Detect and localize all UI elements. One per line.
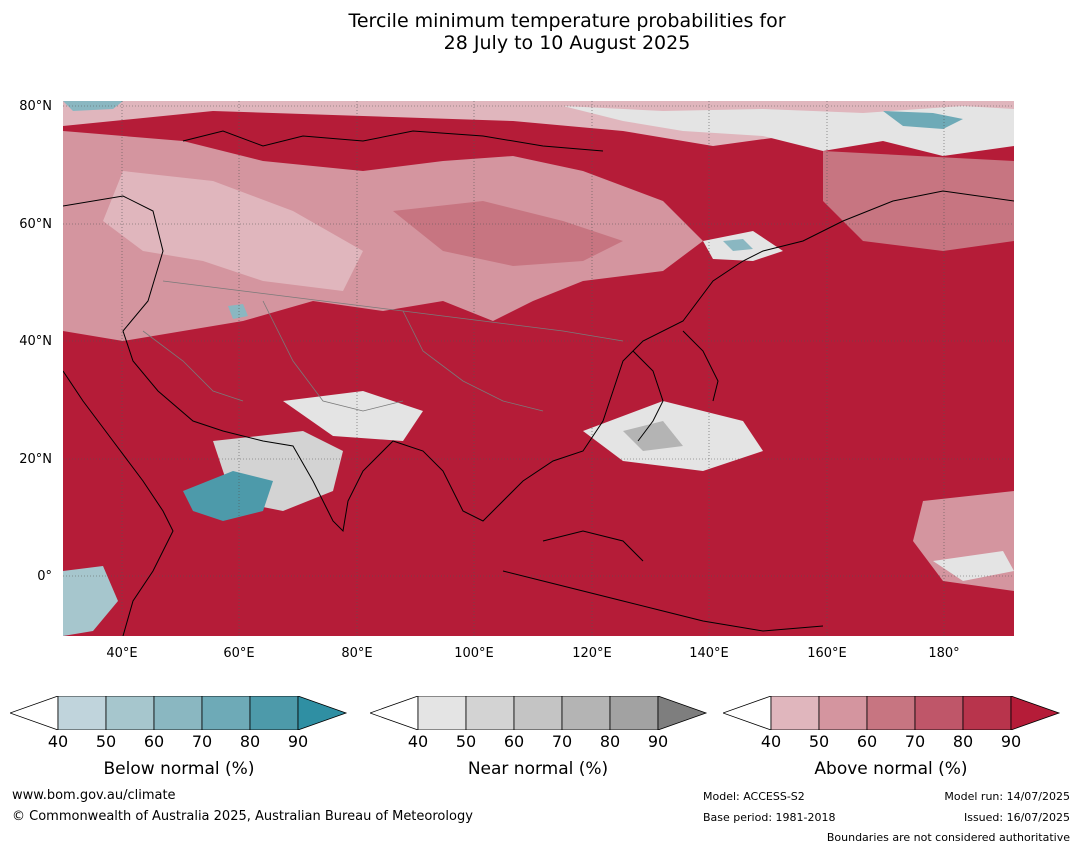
below-normal-max-arrow	[297, 696, 348, 730]
above-normal-tick-40: 40	[760, 732, 782, 751]
title-line-2: 28 July to 10 August 2025	[443, 32, 691, 54]
above-normal-bin-1	[770, 696, 820, 730]
near-normal-tick-80: 80	[599, 732, 621, 751]
near-normal-min-arrow	[370, 696, 419, 730]
graticule	[63, 101, 1014, 636]
above-normal-tick-80: 80	[952, 732, 974, 751]
below-normal-caspian	[228, 304, 248, 319]
below-normal-bin-4	[201, 696, 251, 730]
lon-label-160e: 160°E	[807, 646, 847, 661]
below-normal-okhotsk	[723, 239, 753, 251]
below-normal-tick-70: 70	[191, 732, 213, 751]
below-normal-tick-90: 90	[287, 732, 309, 751]
below-normal-tick-80: 80	[239, 732, 261, 751]
near-normal-bin-4	[561, 696, 611, 730]
lon-label-140e: 140°E	[689, 646, 729, 661]
lon-label-100e: 100°E	[454, 646, 494, 661]
near-normal-bin-5	[609, 696, 659, 730]
near-normal-east-pacific	[933, 551, 1014, 581]
near-normal-pacific-patch-2	[623, 421, 683, 451]
near-normal-tick-60: 60	[503, 732, 525, 751]
model-run-date: Model run: 14/07/2025	[944, 790, 1070, 803]
near-normal-bin-3	[513, 696, 563, 730]
near-normal-tibet-patch	[283, 391, 423, 441]
map-title: Tercile minimum temperature probabilitie…	[0, 10, 1081, 54]
below-normal-bin-1	[57, 696, 107, 730]
base-period: Base period: 1981-2018	[703, 811, 836, 824]
above-normal-lighter-region	[103, 171, 363, 291]
lon-label-60e: 60°E	[223, 646, 255, 661]
lon-label-120e: 120°E	[572, 646, 612, 661]
near-normal-tick-40: 40	[407, 732, 429, 751]
near-normal-bin-1	[417, 696, 467, 730]
lat-label-40n: 40°N	[19, 334, 52, 349]
near-normal-colorbar	[370, 696, 708, 730]
map-canvas	[63, 101, 1014, 636]
below-normal-tick-40: 40	[47, 732, 69, 751]
lon-label-80e: 80°E	[341, 646, 373, 661]
copyright-text: © Commonwealth of Australia 2025, Austra…	[12, 809, 473, 824]
country-borders	[142, 280, 624, 412]
above-normal-bin-3	[866, 696, 916, 730]
above-normal-tick-60: 60	[856, 732, 878, 751]
above-normal-colorbar	[723, 696, 1061, 730]
forecast-map	[63, 101, 1014, 636]
above-normal-mid-region	[393, 201, 623, 266]
title-line-1: Tercile minimum temperature probabilitie…	[348, 10, 786, 32]
below-normal-tick-50: 50	[95, 732, 117, 751]
below-normal-label: Below normal (%)	[103, 759, 255, 779]
near-normal-max-arrow	[657, 696, 708, 730]
below-normal-tick-60: 60	[143, 732, 165, 751]
near-normal-label: Near normal (%)	[467, 759, 609, 779]
coastlines	[63, 130, 1014, 636]
lat-label-60n: 60°N	[19, 217, 52, 232]
below-normal-bin-2	[105, 696, 155, 730]
near-normal-tick-50: 50	[455, 732, 477, 751]
lon-label-40e: 40°E	[106, 646, 138, 661]
issued-date: Issued: 16/07/2025	[963, 811, 1070, 824]
above-normal-bin-2	[818, 696, 868, 730]
above-normal-bin-5	[962, 696, 1012, 730]
below-normal-arabian-sea	[183, 471, 273, 521]
website-link[interactable]: www.bom.gov.au/climate	[12, 788, 176, 803]
model-name: Model: ACCESS-S2	[703, 790, 805, 803]
below-normal-bin-3	[153, 696, 203, 730]
near-normal-bin-2	[465, 696, 515, 730]
below-normal-colorbar	[10, 696, 348, 730]
near-normal-tick-90: 90	[647, 732, 669, 751]
above-normal-label: Above normal (%)	[814, 759, 968, 779]
above-normal-tick-50: 50	[808, 732, 830, 751]
above-normal-pacific-pale	[823, 151, 1014, 251]
below-normal-arctic-patch	[883, 111, 963, 129]
near-normal-tick-70: 70	[551, 732, 573, 751]
lon-label-180: 180°	[928, 646, 960, 661]
lat-label-20n: 20°N	[19, 452, 52, 467]
above-normal-max-arrow	[1010, 696, 1061, 730]
above-normal-tick-90: 90	[1000, 732, 1022, 751]
below-normal-min-arrow	[10, 696, 59, 730]
lat-label-80n: 80°N	[19, 99, 52, 114]
boundaries-disclaimer: Boundaries are not considered authoritat…	[826, 831, 1070, 844]
above-normal-bin-4	[914, 696, 964, 730]
below-normal-east-africa	[63, 566, 118, 636]
above-normal-tick-70: 70	[904, 732, 926, 751]
above-normal-min-arrow	[723, 696, 772, 730]
below-normal-bin-5	[249, 696, 299, 730]
lat-label-0: 0°	[37, 569, 52, 584]
